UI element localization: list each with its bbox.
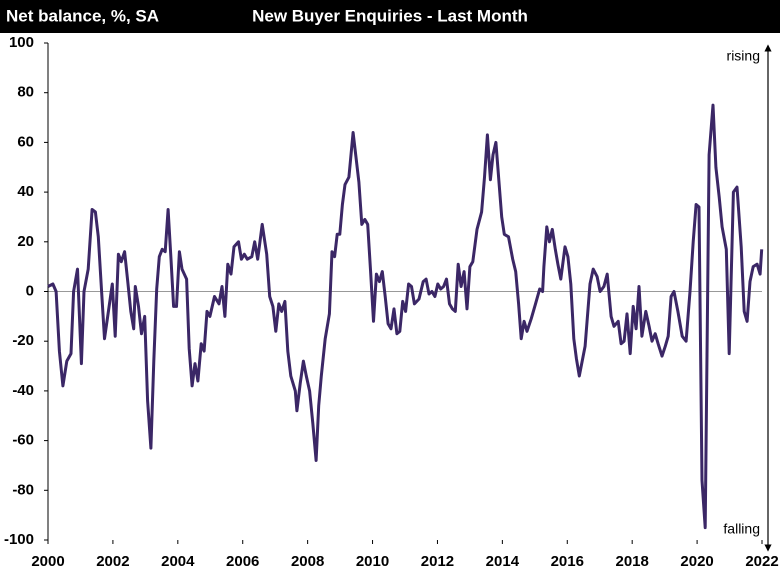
x-tick-label: 2012: [421, 553, 454, 570]
y-axis-label: Net balance, %, SA: [6, 6, 159, 25]
y-tick-label: 100: [9, 34, 34, 51]
annotation: rising: [727, 48, 760, 64]
y-tick-label: 80: [17, 84, 34, 101]
x-tick-label: 2014: [486, 553, 520, 570]
header-bar: [0, 0, 780, 33]
y-tick-label: -60: [12, 432, 34, 449]
x-tick-label: 2022: [745, 553, 778, 570]
y-tick-label: -100: [4, 531, 34, 548]
x-tick-label: 2004: [161, 553, 195, 570]
x-tick-label: 2006: [226, 553, 259, 570]
y-tick-label: 40: [17, 183, 34, 200]
y-tick-label: 20: [17, 233, 34, 250]
y-tick-label: 0: [26, 282, 34, 299]
x-tick-label: 2016: [551, 553, 584, 570]
y-tick-label: -40: [12, 382, 34, 399]
x-tick-label: 2008: [291, 553, 324, 570]
chart-title: New Buyer Enquiries - Last Month: [252, 6, 528, 25]
x-tick-label: 2018: [615, 553, 648, 570]
x-tick-label: 2020: [680, 553, 713, 570]
x-tick-label: 2002: [96, 553, 129, 570]
y-tick-label: -20: [12, 332, 34, 349]
x-tick-label: 2010: [356, 553, 389, 570]
y-tick-label: 60: [17, 133, 34, 150]
series-line: [47, 103, 764, 530]
x-tick-label: 2000: [31, 553, 64, 570]
y-tick-label: -80: [12, 481, 34, 498]
annotation: falling: [723, 521, 760, 537]
